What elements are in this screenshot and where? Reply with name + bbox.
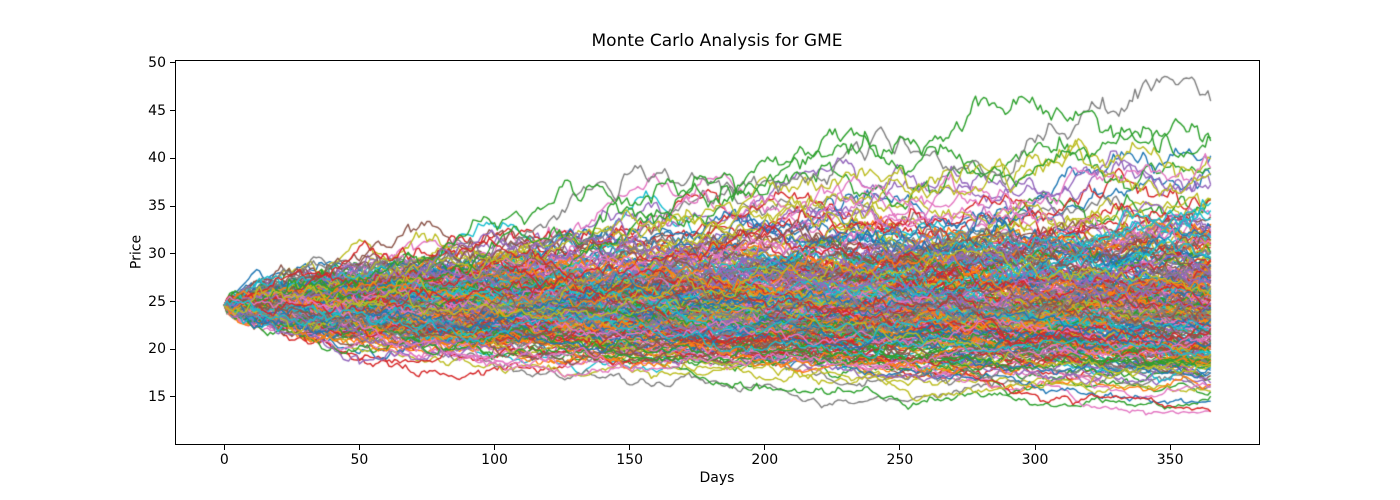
x-axis-tick-label: 250	[886, 452, 914, 468]
y-axis-tick-label: 40	[148, 150, 166, 167]
y-axis-tick-label: 20	[148, 341, 166, 358]
x-axis-tick-label: 150	[616, 452, 644, 468]
plot-area	[175, 60, 1260, 445]
y-axis-tick-label: 15	[148, 388, 166, 405]
x-axis-tick-label: 300	[1021, 452, 1049, 468]
x-axis-tick-label: 350	[1156, 452, 1184, 468]
y-axis-tick	[170, 157, 175, 159]
x-axis-tick-label: 100	[481, 452, 508, 468]
x-axis-tick	[223, 445, 225, 450]
x-axis-tick	[764, 445, 766, 450]
x-axis-tick	[899, 445, 901, 450]
y-axis-tick	[170, 348, 175, 350]
y-axis-tick-label: 45	[148, 102, 166, 119]
chart-title: Monte Carlo Analysis for GME	[591, 31, 843, 51]
x-axis-tick-label: 0	[219, 452, 229, 468]
y-axis-tick-label: 25	[148, 293, 166, 310]
x-axis-tick	[1034, 445, 1036, 450]
x-axis-label: Days	[699, 470, 735, 486]
monte-carlo-paths-canvas	[175, 60, 1260, 445]
y-axis-tick-label: 50	[148, 54, 166, 71]
x-axis-tick	[1169, 445, 1171, 450]
x-axis-tick-label: 50	[350, 452, 369, 468]
y-axis-tick-label: 35	[148, 198, 166, 215]
y-axis-tick	[170, 62, 175, 64]
y-axis-tick-label: 30	[148, 245, 166, 262]
x-axis-tick	[358, 445, 360, 450]
y-axis-tick	[170, 253, 175, 255]
y-axis-tick	[170, 205, 175, 207]
y-axis-tick	[170, 396, 175, 398]
x-axis-tick	[629, 445, 631, 450]
y-axis-tick	[170, 110, 175, 112]
y-axis-tick	[170, 301, 175, 303]
x-axis-tick-label: 200	[751, 452, 779, 468]
x-axis-tick	[494, 445, 496, 450]
